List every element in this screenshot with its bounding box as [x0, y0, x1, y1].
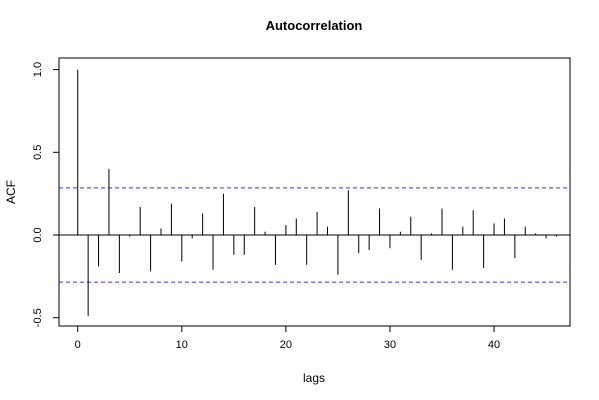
x-axis-label: lags	[303, 371, 325, 385]
x-axis: 0 10 20 30 40	[75, 325, 500, 351]
x-tick-label: 10	[176, 339, 188, 351]
x-tick-label: 40	[488, 339, 500, 351]
y-axis: -0.5 0.0 0.5 1.0	[32, 62, 60, 327]
chart-title: Autocorrelation	[266, 18, 363, 33]
acf-bars-layer	[77, 69, 557, 317]
x-tick-label: 0	[75, 339, 81, 351]
y-tick-label: 0.0	[32, 227, 44, 242]
confidence-bounds-layer	[59, 187, 570, 283]
y-axis-label: ACF	[4, 180, 18, 204]
y-tick-label: -0.5	[32, 308, 44, 327]
x-tick-label: 30	[384, 339, 396, 351]
y-tick-label: 0.5	[32, 145, 44, 160]
y-tick-label: 1.0	[32, 62, 44, 77]
x-tick-label: 20	[280, 339, 292, 351]
plot-frame	[58, 57, 571, 327]
